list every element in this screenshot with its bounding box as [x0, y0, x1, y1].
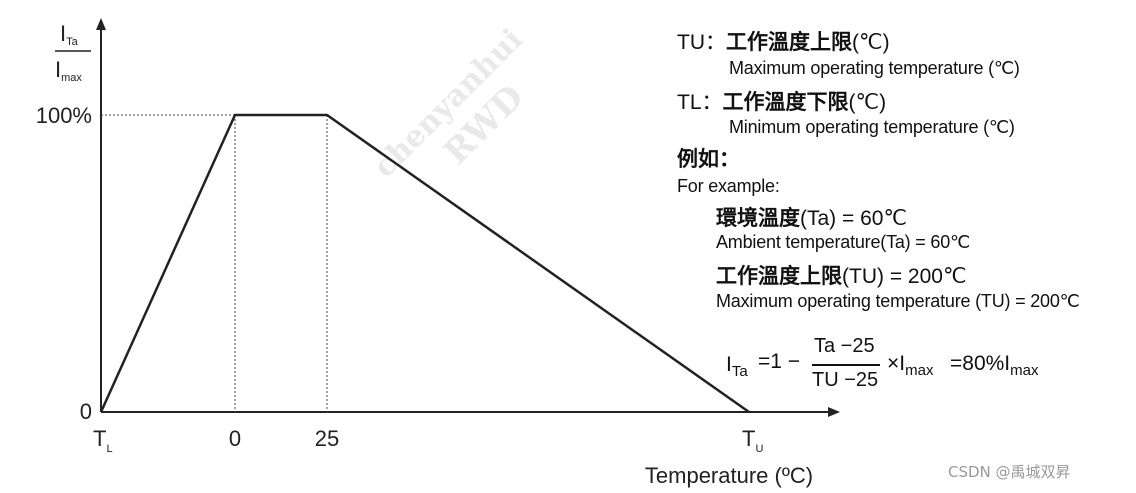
watermark: chenyanhui RWD: [367, 22, 532, 184]
formula-fraction-bar: [812, 364, 880, 366]
credit-watermark: CSDN @禹城双昇: [948, 463, 1071, 481]
y-tick-100: 100%: [36, 103, 92, 128]
x-axis-arrow: [828, 407, 840, 417]
svg-text:ITa: ITa: [60, 21, 79, 48]
derating-curve: [99, 113, 750, 414]
y-axis-title: ITa Imax: [55, 21, 91, 84]
formula-times: ×Imax: [887, 352, 934, 380]
x-axis-title: Temperature (ºC): [645, 463, 813, 488]
x-tick-0: 0: [229, 426, 241, 451]
data-points: [100, 114, 750, 413]
y-num-sub: Ta: [66, 36, 79, 48]
formula-denominator: TU −25: [812, 369, 879, 391]
svg-text:Imax: Imax: [55, 57, 82, 84]
y-den-sub: max: [61, 72, 82, 84]
y-axis-arrow: [96, 18, 106, 30]
y-tick-0: 0: [80, 399, 92, 424]
y-num-main: I: [60, 21, 66, 46]
x-tick-TL: TL: [93, 426, 113, 455]
formula-numerator: Ta −25: [814, 335, 875, 357]
x-tick-25: 25: [315, 426, 339, 451]
formula-lhs: ITa: [726, 353, 748, 381]
formula-result: =80%Imax: [950, 352, 1039, 380]
x-tick-TU: TU: [742, 426, 763, 455]
formula-eq1: =1 −: [758, 350, 801, 373]
y-den-main: I: [55, 57, 61, 82]
